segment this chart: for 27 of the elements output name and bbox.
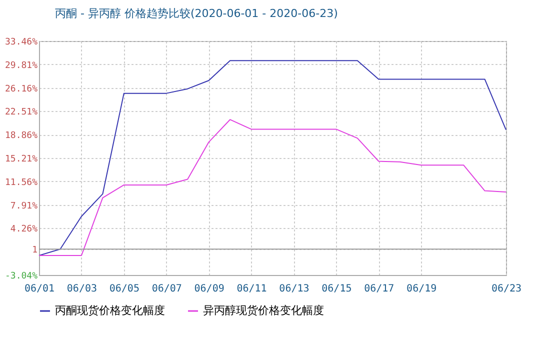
x-tick-label: 06/07 [152, 284, 182, 294]
x-tick-label: 06/03 [66, 284, 98, 294]
y-tick-label: 29.81% [4, 60, 38, 71]
y-tick-label: 1 [32, 246, 38, 256]
x-tick-label: 06/15 [322, 284, 352, 294]
legend-label: 异丙醇现货价格变化幅度 [203, 304, 324, 317]
x-tick-label: 06/09 [194, 284, 224, 294]
x-tick-label: 06/13 [279, 284, 310, 294]
y-tick-label: 26.16% [4, 84, 38, 94]
y-tick-label: 11.56% [4, 178, 38, 188]
line-series [38, 60, 506, 256]
y-tick-label: 15.21% [4, 154, 38, 164]
x-tick-label: 06/19 [406, 284, 437, 294]
x-tick-label: 06/17 [364, 284, 394, 294]
x-tick-label: 06/05 [109, 284, 140, 294]
y-tick-label: 33.46% [4, 38, 38, 48]
legend-label: 丙酮现货价格变化幅度 [55, 304, 165, 317]
chart-title: 丙酮 - 异丙醇 价格趋势比较(2020-06-01 - 2020-06-23) [55, 7, 338, 20]
y-tick-label: 22.51% [4, 108, 38, 118]
x-tick-label: 06/23 [491, 284, 522, 294]
x-tick-label: 06/01 [24, 284, 55, 294]
y-tick-label: 4.26% [10, 224, 38, 235]
x-tick-label: 06/11 [236, 284, 267, 294]
y-tick-label: 7.91% [10, 201, 38, 212]
line-series [38, 119, 506, 256]
y-tick-label: 18.86% [4, 131, 38, 142]
y-tick-label: -3.04% [4, 272, 38, 282]
